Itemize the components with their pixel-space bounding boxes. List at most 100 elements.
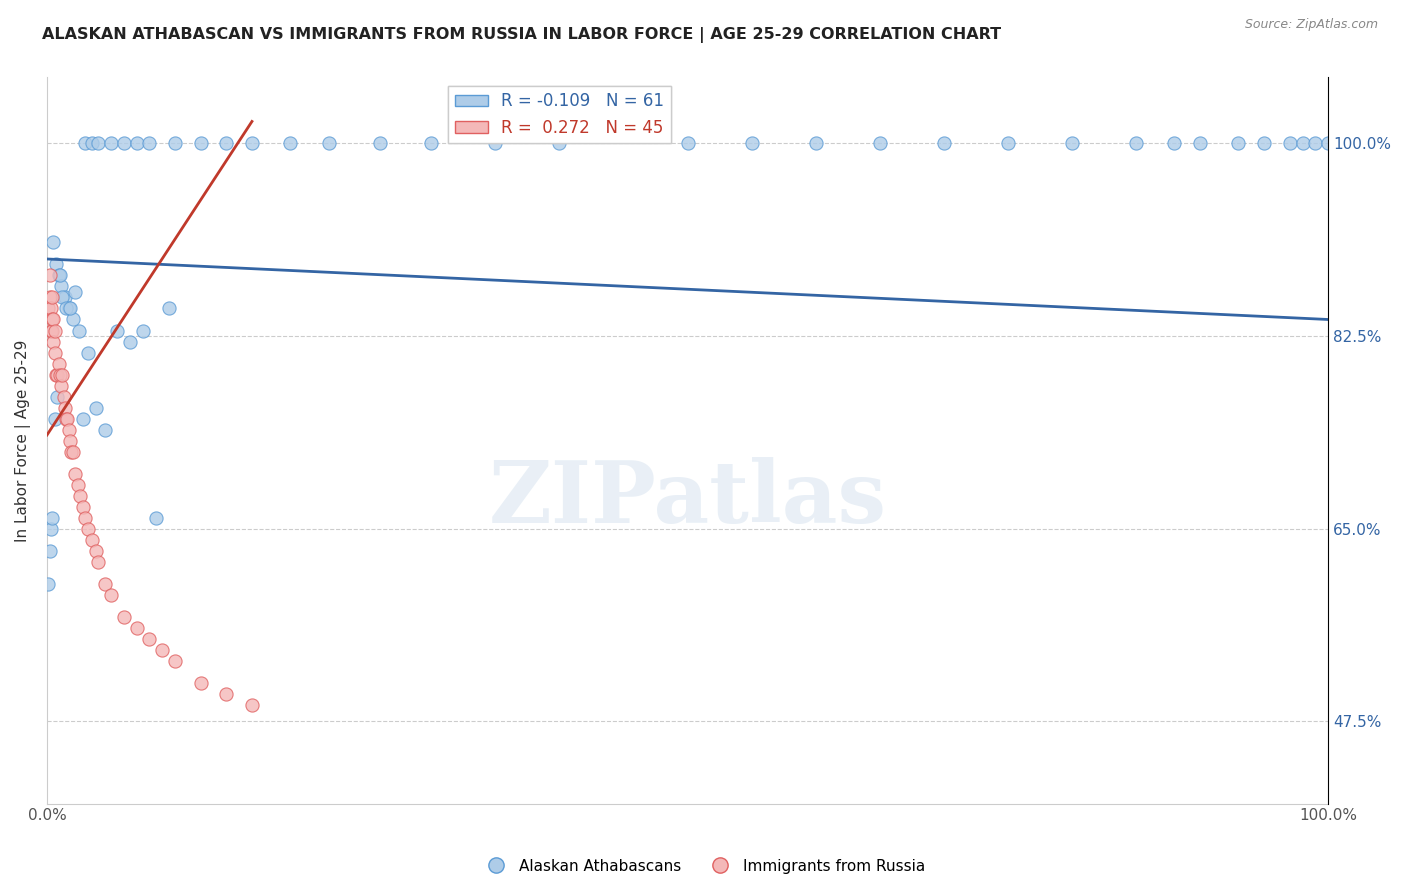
Point: [60, 444, 83, 458]
Text: Source: ZipAtlas.com: Source: ZipAtlas.com: [1244, 18, 1378, 31]
Point: [41, 291, 63, 305]
Point: [215, 136, 238, 151]
Point: [69, 489, 91, 503]
Point: [49, 368, 72, 382]
Point: [190, 675, 212, 690]
Point: [44, 411, 66, 425]
Point: [157, 301, 180, 316]
Point: [93, 576, 115, 591]
Point: [215, 687, 238, 701]
Point: [51, 291, 73, 305]
Point: [52, 390, 75, 404]
Point: [84, 543, 107, 558]
Point: [240, 698, 263, 712]
Point: [42, 312, 65, 326]
Point: [1253, 136, 1275, 151]
Point: [46, 368, 69, 382]
Point: [1291, 136, 1313, 151]
Point: [58, 423, 80, 437]
Point: [107, 324, 129, 338]
Point: [80, 136, 103, 151]
Point: [45, 368, 67, 382]
Text: ALASKAN ATHABASCAN VS IMMIGRANTS FROM RUSSIA IN LABOR FORCE | AGE 25-29 CORRELAT: ALASKAN ATHABASCAN VS IMMIGRANTS FROM RU…: [42, 27, 1001, 43]
Point: [932, 136, 955, 151]
Point: [145, 510, 167, 524]
Point: [165, 654, 187, 668]
Point: [84, 401, 107, 415]
Point: [1278, 136, 1301, 151]
Point: [120, 334, 142, 349]
Point: [48, 357, 70, 371]
Point: [55, 301, 77, 316]
Point: [280, 136, 302, 151]
Point: [75, 510, 97, 524]
Point: [87, 555, 110, 569]
Point: [55, 411, 77, 425]
Point: [53, 291, 76, 305]
Point: [38, 268, 60, 283]
Point: [150, 642, 173, 657]
Point: [49, 268, 72, 283]
Point: [869, 136, 891, 151]
Point: [138, 136, 160, 151]
Point: [48, 268, 70, 283]
Point: [49, 279, 72, 293]
Point: [44, 324, 66, 338]
Point: [58, 301, 80, 316]
Point: [420, 136, 443, 151]
Point: [38, 543, 60, 558]
Point: [37, 301, 59, 316]
Legend: R = -0.109   N = 61, R =  0.272   N = 45: R = -0.109 N = 61, R = 0.272 N = 45: [449, 86, 671, 144]
Point: [1227, 136, 1250, 151]
Point: [75, 136, 97, 151]
Point: [53, 401, 76, 415]
Point: [165, 136, 187, 151]
Point: [87, 136, 110, 151]
Point: [676, 136, 699, 151]
Point: [44, 345, 66, 359]
Point: [1125, 136, 1147, 151]
Point: [77, 345, 100, 359]
Point: [56, 411, 79, 425]
Y-axis label: In Labor Force | Age 25-29: In Labor Force | Age 25-29: [15, 339, 31, 541]
Point: [42, 334, 65, 349]
Point: [39, 301, 62, 316]
Point: [59, 301, 82, 316]
Point: [41, 324, 63, 338]
Point: [318, 136, 340, 151]
Point: [41, 312, 63, 326]
Point: [804, 136, 827, 151]
Point: [1060, 136, 1083, 151]
Point: [112, 609, 135, 624]
Point: [1163, 136, 1185, 151]
Point: [39, 324, 62, 338]
Point: [125, 621, 148, 635]
Point: [1189, 136, 1212, 151]
Point: [59, 434, 82, 448]
Legend: Alaskan Athabascans, Immigrants from Russia: Alaskan Athabascans, Immigrants from Rus…: [475, 853, 931, 880]
Point: [37, 576, 59, 591]
Point: [42, 235, 65, 250]
Point: [67, 324, 90, 338]
Point: [100, 136, 122, 151]
Point: [77, 522, 100, 536]
Point: [548, 136, 571, 151]
Point: [100, 588, 122, 602]
Point: [138, 632, 160, 646]
Point: [997, 136, 1019, 151]
Point: [45, 258, 67, 272]
Point: [93, 423, 115, 437]
Point: [1317, 136, 1340, 151]
Point: [62, 312, 84, 326]
Point: [41, 510, 63, 524]
Point: [112, 136, 135, 151]
Point: [51, 368, 73, 382]
Point: [72, 411, 94, 425]
Point: [368, 136, 391, 151]
Text: ZIPatlas: ZIPatlas: [488, 457, 887, 541]
Point: [49, 378, 72, 392]
Point: [132, 324, 155, 338]
Point: [72, 500, 94, 514]
Point: [80, 533, 103, 547]
Point: [38, 291, 60, 305]
